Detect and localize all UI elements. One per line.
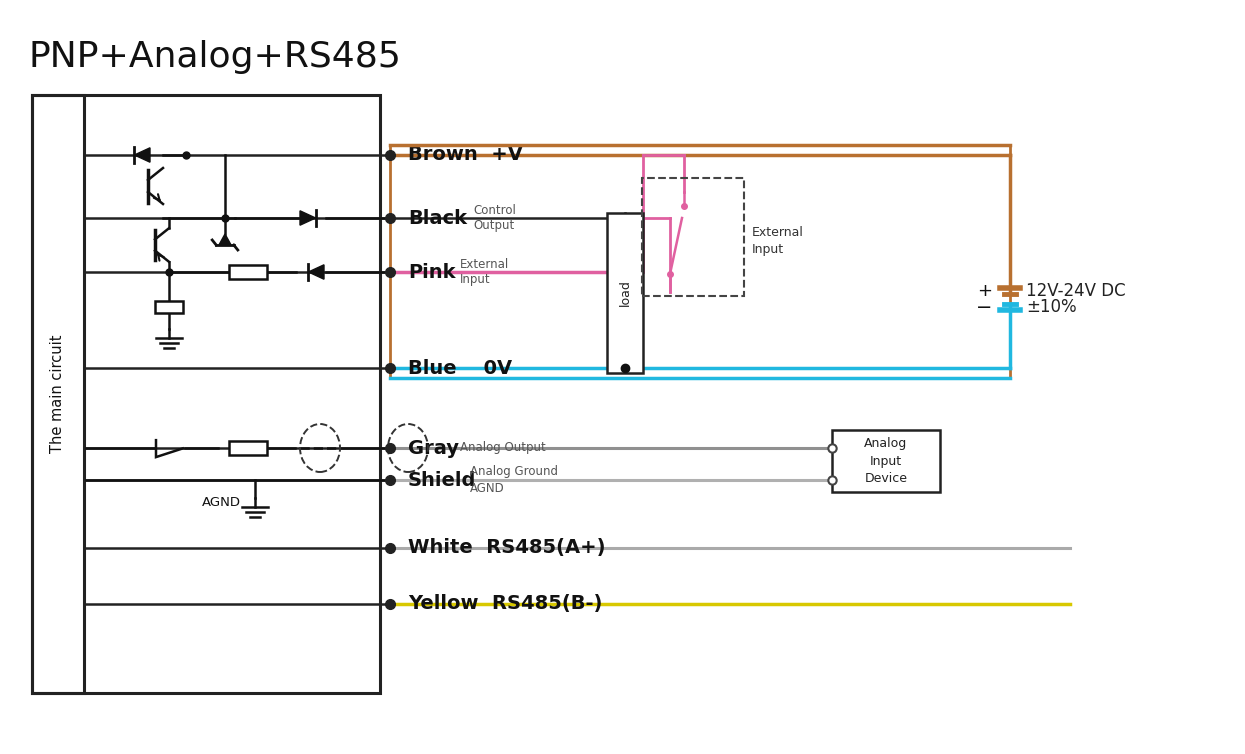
Polygon shape	[300, 211, 315, 225]
Polygon shape	[134, 148, 149, 162]
Bar	[32, 95, 83, 693]
Text: Black: Black	[408, 209, 467, 228]
Text: Gray: Gray	[408, 439, 459, 458]
Text: AGND: AGND	[202, 495, 242, 508]
Text: Brown  +V: Brown +V	[408, 146, 523, 164]
Bar	[32, 95, 380, 693]
Text: ±10%: ±10%	[1026, 298, 1077, 316]
Text: 12V-24V DC: 12V-24V DC	[1026, 282, 1125, 300]
Text: PNP+Analog+RS485: PNP+Analog+RS485	[27, 40, 401, 74]
Bar	[154, 301, 183, 313]
Text: Analog Output: Analog Output	[459, 442, 545, 455]
Bar	[390, 145, 1010, 378]
Text: +: +	[977, 282, 992, 300]
Polygon shape	[219, 234, 232, 245]
Text: External
Input: External Input	[459, 258, 509, 287]
Bar	[229, 265, 266, 279]
Bar	[642, 178, 745, 296]
Text: load: load	[619, 280, 631, 306]
Text: Pink: Pink	[408, 262, 456, 281]
Bar	[229, 441, 266, 455]
Bar	[832, 430, 940, 492]
Text: Analog
Input
Device: Analog Input Device	[864, 437, 908, 485]
Text: Shield: Shield	[408, 470, 477, 489]
Text: −: −	[976, 298, 992, 317]
Text: Yellow  RS485(B-): Yellow RS485(B-)	[408, 594, 603, 614]
Text: The main circuit: The main circuit	[51, 335, 66, 453]
Text: Control
Output: Control Output	[473, 204, 515, 232]
Text: White  RS485(A+): White RS485(A+)	[408, 538, 605, 557]
Text: Analog Ground
AGND: Analog Ground AGND	[471, 465, 558, 495]
Bar	[608, 213, 642, 373]
Text: Blue    0V: Blue 0V	[408, 358, 512, 378]
Polygon shape	[309, 265, 324, 279]
Text: External
Input: External Input	[752, 226, 804, 256]
